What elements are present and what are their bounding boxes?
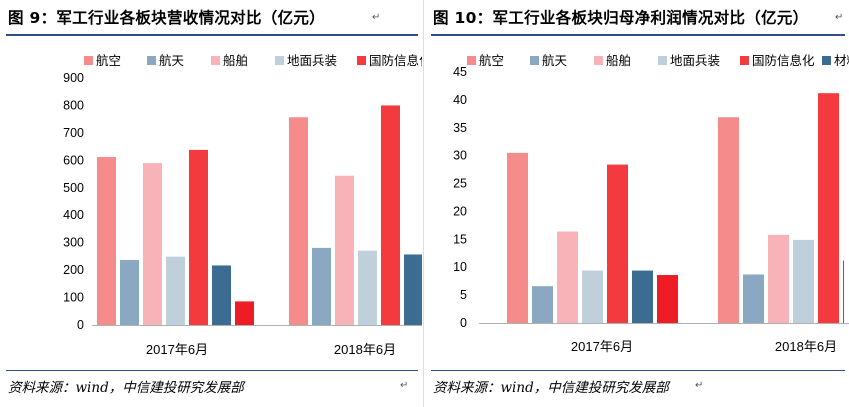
legend-label: 航天 (159, 53, 185, 68)
y-tick-label: 600 (63, 153, 84, 167)
bar (120, 259, 139, 325)
bar (582, 270, 603, 323)
legend-swatch (147, 56, 156, 65)
legend-swatch (84, 56, 93, 65)
legend-swatch (357, 56, 366, 65)
return-mark-icon: ↵ (400, 380, 409, 391)
chart-panel-profit: 图 10：军工行业各板块归母净利润情况对比（亿元） ↵ 航空 航天 船舶 地面兵装 国防… (425, 0, 849, 407)
legend-label: 地面兵装 (287, 54, 337, 68)
y-tick-label: 800 (63, 98, 84, 112)
legend-swatch (530, 56, 539, 65)
y-tick-label: 30 (453, 149, 467, 163)
y-tick-label: 40 (453, 93, 467, 107)
bar (657, 275, 678, 323)
y-tick-label: 35 (453, 121, 467, 135)
panel-divider (423, 0, 424, 407)
legend-swatch (822, 56, 831, 65)
legend-label: 国防信息化 (369, 53, 422, 68)
legend-swatch (594, 56, 603, 65)
legend-swatch (275, 56, 284, 65)
bar (143, 163, 162, 325)
revenue-bar-chart: 航空航天船舶地面兵装国防信息化材料及加工01002003004005006007… (63, 53, 422, 357)
legend-swatch (211, 56, 220, 65)
bar (532, 286, 553, 323)
return-mark-icon: ↵ (695, 380, 704, 391)
x-category-label: 2017年6月 (571, 339, 633, 354)
y-tick-label: 200 (63, 263, 84, 277)
bar (793, 239, 814, 323)
x-category-label: 2018年6月 (775, 339, 837, 354)
legend-label: 航空 (479, 53, 504, 68)
bottom-rule (431, 370, 845, 371)
title-rule (431, 34, 845, 36)
y-tick-label: 10 (453, 260, 467, 274)
legend-swatch (658, 56, 667, 65)
legend-label: 航空 (96, 53, 121, 68)
bar (166, 256, 185, 325)
bottom-rule (6, 370, 418, 371)
y-tick-label: 25 (453, 177, 467, 191)
legend-label: 航天 (542, 53, 568, 68)
y-tick-label: 100 (63, 291, 84, 305)
y-tick-label: 45 (453, 65, 467, 79)
legend-label: 地面兵装 (670, 54, 720, 68)
source-note: 资料来源：wind，中信建投研究发展部 (8, 380, 244, 396)
legend-swatch (467, 56, 476, 65)
bar (312, 247, 331, 325)
y-tick-label: 20 (453, 204, 467, 218)
legend-label: 船舶 (223, 53, 248, 68)
x-category-label: 2017年6月 (146, 342, 208, 357)
bar (235, 301, 254, 325)
bar (632, 270, 653, 323)
bar (557, 231, 578, 323)
bars-group (97, 105, 422, 326)
y-tick-label: 0 (77, 318, 84, 332)
bar (768, 234, 789, 323)
return-mark-icon: ↵ (372, 12, 381, 23)
profit-bar-chart: 航空 航天 船舶 地面兵装 国防信息化 材料及加工 0 5 10 15 20 25 30 35 40 45 20… (453, 53, 849, 354)
bar (335, 175, 354, 325)
y-tick-label: 500 (63, 181, 84, 195)
x-category-label: 2018年6月 (334, 342, 396, 357)
chart-panel-revenue: 图 9：军工行业各板块营收情况对比（亿元） ↵ 航空航天船舶地面兵装国防信息化材… (0, 0, 422, 407)
title-rule (6, 34, 418, 36)
bar (212, 265, 231, 325)
bar (381, 105, 400, 325)
chart-title: 图 9：军工行业各板块营收情况对比（亿元） (8, 9, 325, 27)
bar (404, 254, 422, 325)
bar (358, 250, 377, 325)
bar (289, 117, 308, 326)
y-tick-label: 400 (63, 208, 84, 222)
y-tick-label: 900 (63, 71, 84, 85)
bars-group (507, 93, 844, 324)
y-tick-label: 15 (453, 232, 467, 246)
bar (743, 274, 764, 323)
bar (189, 149, 208, 325)
return-mark-icon: ↵ (835, 12, 844, 23)
legend-label: 船舶 (606, 53, 631, 68)
legend-label: 材料及加工 (834, 54, 849, 68)
bar (718, 117, 739, 324)
y-tick-label: 700 (63, 126, 84, 140)
bar (818, 93, 839, 323)
y-tick-label: 0 (460, 316, 467, 330)
legend-label: 国防信息化 (752, 53, 815, 68)
bar (97, 157, 116, 325)
bar (843, 260, 844, 323)
source-note: 资料来源：wind，中信建投研究发展部 (433, 380, 669, 396)
bar (607, 164, 628, 323)
y-tick-label: 5 (460, 288, 467, 302)
legend-swatch (740, 56, 749, 65)
chart-title: 图 10：军工行业各板块归母净利润情况对比（亿元） (433, 9, 809, 27)
bar (507, 152, 528, 323)
y-tick-label: 300 (63, 236, 84, 250)
